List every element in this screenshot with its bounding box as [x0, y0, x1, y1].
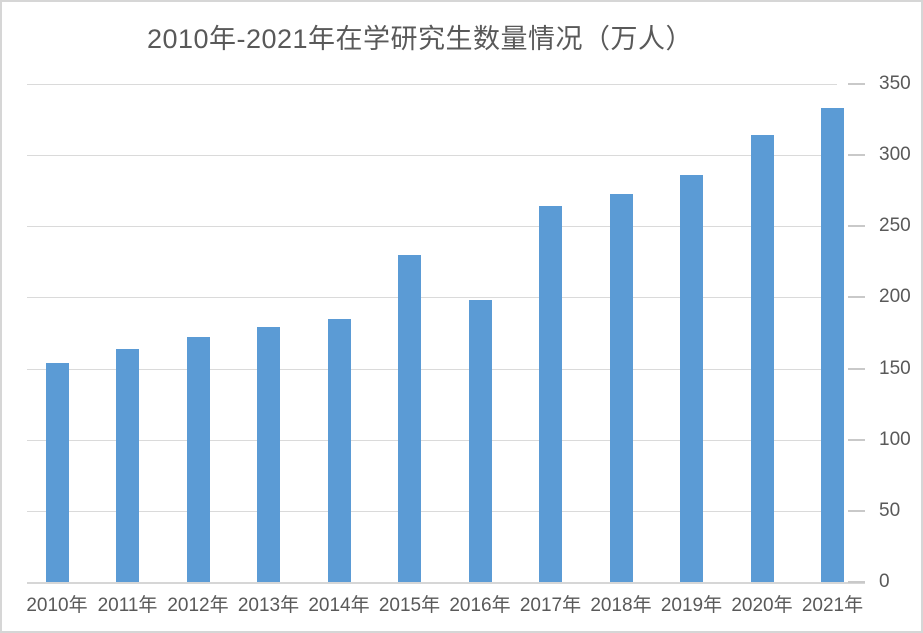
y-axis-label-50: 50	[879, 499, 901, 521]
bar-2016年	[468, 300, 492, 582]
y-axis-label-0: 0	[879, 571, 890, 592]
x-axis-label-2011年: 2011年	[97, 595, 158, 616]
x-axis-label-2021年: 2021年	[801, 595, 864, 616]
bar-2021年	[821, 108, 844, 582]
bar-2013年	[257, 327, 280, 582]
x-axis-line	[27, 582, 865, 584]
x-axis-label-2014年: 2014年	[308, 595, 370, 616]
bar-2012年	[186, 337, 210, 582]
x-axis-label-2019年: 2019年	[660, 595, 723, 616]
x-axis-label-2010年: 2010年	[26, 595, 88, 616]
bar-2020年	[750, 135, 774, 582]
x-axis-label-2020年: 2020年	[731, 595, 793, 616]
gridline-150	[27, 369, 837, 370]
x-axis-label-2016年: 2016年	[449, 595, 511, 616]
gridline-350	[27, 84, 837, 85]
x-axis-label-2015年: 2015年	[378, 595, 441, 616]
y-tick-mark-150	[848, 367, 865, 370]
chart-title: 2010年-2021年在学研究生数量情况（万人）	[146, 24, 694, 54]
y-axis-label-150: 150	[879, 357, 911, 379]
y-tick-mark-350	[848, 83, 865, 85]
y-tick-mark-250	[848, 225, 865, 228]
y-axis-label-100: 100	[879, 428, 911, 450]
gridline-200	[27, 297, 837, 298]
y-axis-label-250: 250	[879, 215, 911, 237]
y-axis-label-200: 200	[879, 286, 911, 308]
x-axis-label-2017年: 2017年	[519, 595, 582, 616]
gridline-300	[27, 155, 837, 156]
bar-2017年	[539, 206, 562, 582]
y-tick-mark-300	[848, 154, 865, 157]
y-tick-mark-200	[848, 296, 865, 299]
bar-2010年	[45, 362, 69, 582]
y-tick-mark-0	[848, 581, 865, 583]
y-tick-mark-100	[848, 438, 865, 441]
bar-2011年	[116, 348, 139, 582]
bar-2014年	[327, 318, 351, 582]
x-axis-label-2013年: 2013年	[237, 595, 300, 616]
gridline-50	[27, 511, 837, 512]
y-axis-label-300: 300	[879, 144, 911, 166]
y-axis-label-350: 350	[879, 73, 911, 94]
bar-2018年	[609, 193, 633, 582]
x-axis-label-2018年: 2018年	[590, 595, 652, 616]
y-tick-mark-50	[848, 509, 865, 512]
gridline-100	[27, 440, 837, 441]
bar-2015年	[398, 254, 421, 582]
bar-2019年	[680, 175, 703, 582]
gridline-250	[27, 226, 837, 227]
x-axis-label-2012年: 2012年	[167, 595, 229, 616]
